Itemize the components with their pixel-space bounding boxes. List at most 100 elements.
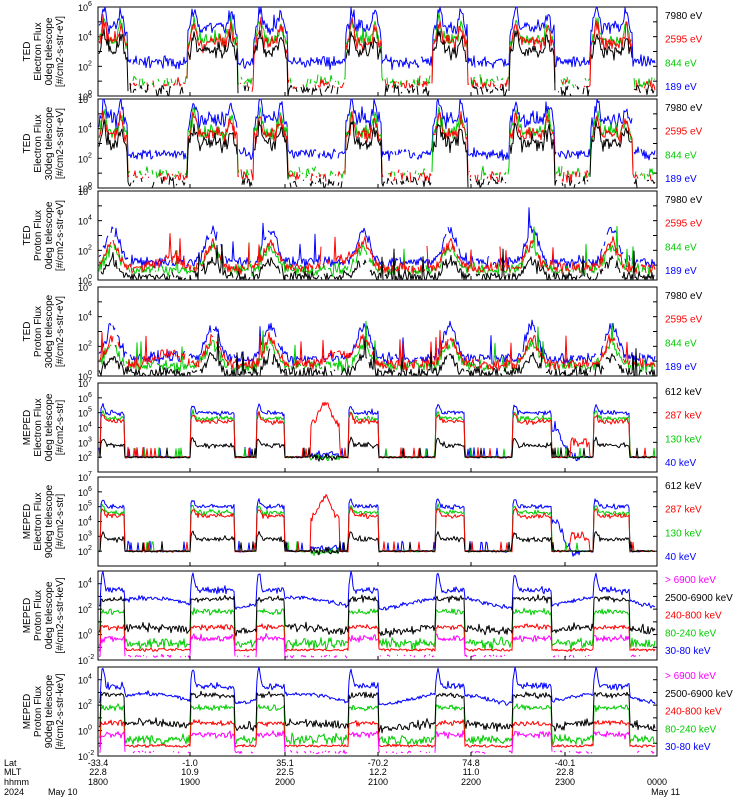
y-axis-label: [#/cm2-s-str-eV] (55, 296, 66, 367)
y-axis-label: MEPED (22, 598, 33, 634)
legend-entry: 130 keV (665, 528, 702, 539)
series-line-1 (98, 27, 655, 97)
series-line-4 (98, 703, 656, 747)
y-axis-label: 30deg telescope (44, 106, 55, 180)
series-line-5 (98, 666, 656, 706)
y-tick-label: 10 4 (78, 31, 92, 43)
y-tick-label: 10 4 (78, 215, 92, 227)
y-tick-label: 10 7 (78, 471, 92, 483)
legend-entry: 40 keV (665, 458, 696, 469)
svg-text:-2: -2 (88, 654, 94, 661)
svg-text:10: 10 (78, 379, 88, 389)
x-tick-mlt: 12.2 (369, 767, 387, 777)
legend-entry: 2500-6900 keV (665, 689, 733, 700)
series-line-2 (98, 690, 656, 734)
legend-entry: 7980 eV (665, 195, 703, 206)
series-line-2 (98, 594, 656, 638)
y-axis-label: MEPED (22, 694, 33, 730)
y-tick-label: 10 3 (78, 530, 92, 542)
svg-text:0: 0 (88, 725, 92, 732)
y-tick-label: 10 -2 (78, 654, 94, 666)
y-tick-label: 10 4 (78, 422, 92, 434)
svg-text:10: 10 (78, 605, 88, 615)
y-axis-label: MEPED (22, 504, 33, 540)
svg-text:0: 0 (88, 182, 92, 189)
svg-text:4: 4 (88, 422, 92, 429)
y-tick-label: 10 0 (78, 182, 92, 194)
x-tick-lat: 35.1 (276, 758, 294, 768)
x-tick-hhmm: 2200 (461, 777, 481, 787)
svg-text:10: 10 (78, 92, 88, 102)
y-axis-label: 0deg telescope (44, 17, 55, 85)
x-tick-mlt: 22.5 (276, 767, 294, 777)
svg-text:0: 0 (88, 370, 92, 377)
svg-text:7: 7 (88, 471, 92, 478)
svg-text:10: 10 (78, 276, 88, 286)
y-axis-label: [#/cm2-s-str] (55, 494, 66, 550)
svg-text:6: 6 (88, 1, 92, 8)
svg-text:10: 10 (78, 752, 88, 762)
svg-text:10: 10 (78, 187, 88, 197)
legend-entry: 189 eV (665, 362, 697, 373)
legend-entry: 844 eV (665, 338, 697, 349)
legend-entry: 30-80 keV (665, 646, 711, 657)
legend-entry: > 6900 keV (665, 671, 716, 682)
svg-text:6: 6 (88, 93, 92, 100)
legend-entry: 189 eV (665, 174, 697, 185)
legend-entry: 287 keV (665, 411, 702, 422)
y-tick-label: 10 5 (78, 501, 92, 513)
y-tick-label: 10 -2 (78, 750, 94, 762)
y-axis-label: 90deg telescope (44, 484, 55, 558)
x-tick-mlt: 22.8 (89, 767, 107, 777)
legend-entry: 7980 eV (665, 103, 703, 114)
y-axis-label: 0deg telescope (44, 201, 55, 269)
x-tick-hhmm: 2100 (368, 777, 388, 787)
svg-text:-2: -2 (88, 750, 94, 757)
x-tick-hhmm: 2300 (555, 777, 575, 787)
legend-entry: 287 keV (665, 505, 702, 516)
x-tick-lat: -33.4 (88, 758, 109, 768)
svg-text:2: 2 (88, 152, 92, 159)
svg-text:0: 0 (88, 274, 92, 281)
legend-entry: 2595 eV (665, 35, 703, 46)
y-tick-label: 10 4 (78, 516, 92, 528)
y-tick-label: 10 5 (78, 407, 92, 419)
svg-text:10: 10 (78, 580, 88, 590)
svg-text:10: 10 (78, 95, 88, 105)
y-axis-label: [#/cm2-s-str-eV] (55, 16, 66, 87)
series-line-3 (98, 719, 656, 749)
svg-text:10: 10 (78, 532, 88, 542)
legend-entry: 80-240 keV (665, 628, 716, 639)
y-axis-label: Proton Flux (33, 210, 44, 261)
x-tick-hhmm: 1800 (88, 777, 108, 787)
svg-text:4: 4 (88, 31, 92, 38)
y-tick-label: 10 7 (78, 377, 92, 389)
legend-entry: 30-80 keV (665, 742, 711, 753)
legend-entry: 240-800 keV (665, 611, 722, 622)
x-row-label: MLT (4, 767, 22, 777)
svg-text:10: 10 (78, 409, 88, 419)
x-tick-lat: 74.8 (462, 758, 480, 768)
y-axis-label: [#/cm2-s-str-eV] (55, 200, 66, 271)
svg-text:10: 10 (78, 184, 88, 194)
svg-text:10: 10 (78, 125, 88, 135)
y-tick-label: 10 6 (78, 93, 92, 105)
svg-text:10: 10 (78, 372, 88, 382)
x-tick-mlt: 10.9 (181, 767, 199, 777)
svg-text:2: 2 (88, 545, 92, 552)
series-line-1 (98, 530, 655, 556)
y-axis-label: Electron Flux (33, 22, 44, 80)
svg-text:2: 2 (88, 699, 92, 706)
svg-text:0: 0 (88, 629, 92, 636)
y-tick-label: 10 0 (78, 274, 92, 286)
svg-text:10: 10 (78, 547, 88, 557)
y-tick-label: 10 2 (78, 340, 92, 352)
legend-entry: 2500-6900 keV (665, 593, 733, 604)
svg-text:3: 3 (88, 530, 92, 537)
y-tick-label: 10 4 (78, 674, 92, 686)
